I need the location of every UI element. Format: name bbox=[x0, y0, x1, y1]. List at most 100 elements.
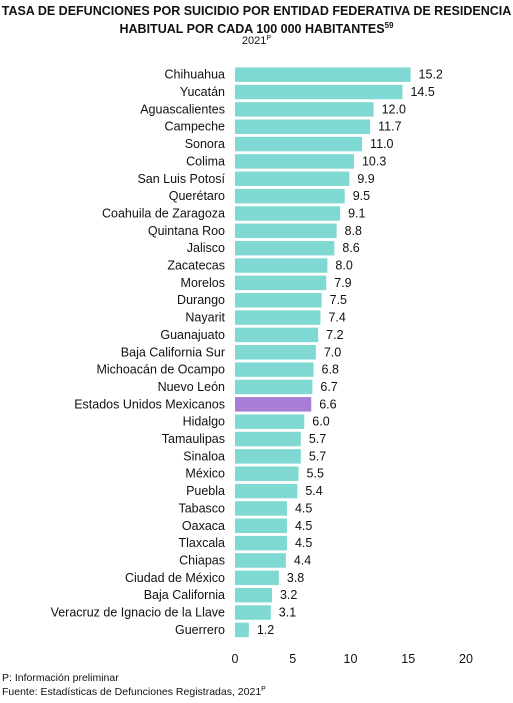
bar bbox=[235, 622, 249, 638]
data-label: 6.0 bbox=[312, 415, 329, 429]
data-label: 10.3 bbox=[362, 154, 386, 168]
bar bbox=[235, 570, 279, 586]
bar bbox=[235, 84, 403, 100]
category-label: Nuevo León bbox=[158, 380, 225, 394]
year-superscript: P bbox=[266, 35, 272, 42]
footnote-source-text: Fuente: Estadísticas de Defunciones Regi… bbox=[2, 686, 262, 698]
data-label: 7.9 bbox=[334, 276, 351, 290]
bar bbox=[235, 119, 371, 134]
bar bbox=[235, 379, 313, 395]
category-label: Baja California Sur bbox=[121, 345, 225, 359]
data-label: 6.8 bbox=[322, 363, 339, 377]
data-label: 5.5 bbox=[307, 467, 324, 481]
category-label: Ciudad de México bbox=[125, 571, 225, 585]
data-label: 6.7 bbox=[320, 380, 337, 394]
footnote-source-sup: P bbox=[261, 686, 266, 693]
chart-title-line2: habitual por cada 100 000 habitantes59 bbox=[0, 18, 513, 37]
chart-title-text: Tasa de defunciones por suicidio por ent… bbox=[1, 4, 512, 18]
bar bbox=[235, 605, 271, 620]
data-label: 9.9 bbox=[357, 172, 374, 186]
data-label: 5.4 bbox=[305, 484, 322, 498]
bar bbox=[235, 258, 328, 273]
bar bbox=[235, 136, 363, 152]
category-label: San Luis Potosí bbox=[137, 172, 225, 186]
category-label: Hidalgo bbox=[183, 415, 225, 429]
category-label: Aguascalientes bbox=[140, 102, 225, 116]
data-label: 8.6 bbox=[342, 241, 359, 255]
bar-national bbox=[235, 397, 312, 412]
category-label: Oaxaca bbox=[182, 519, 225, 533]
bar bbox=[235, 102, 374, 117]
category-label: Veracruz de Ignacio de la Llave bbox=[51, 606, 225, 620]
data-label: 9.5 bbox=[353, 189, 370, 203]
data-label: 11.0 bbox=[370, 137, 393, 151]
category-label: Campeche bbox=[165, 120, 225, 134]
category-label: Querétaro bbox=[169, 189, 225, 203]
chart-title-line1: Tasa de defunciones por suicidio por ent… bbox=[0, 3, 513, 19]
data-label: 4.5 bbox=[295, 519, 312, 533]
chart-title-text-2: habitual por cada 100 000 habitantes bbox=[119, 22, 385, 36]
data-label: 3.2 bbox=[280, 588, 297, 602]
bar bbox=[235, 553, 286, 568]
data-label: 12.0 bbox=[382, 102, 406, 116]
category-label: Tabasco bbox=[178, 501, 225, 515]
bar bbox=[235, 275, 327, 291]
x-tick-label: 0 bbox=[232, 652, 239, 666]
category-label: Guanajuato bbox=[160, 328, 225, 342]
bar bbox=[235, 310, 321, 325]
category-label: Chiapas bbox=[179, 553, 225, 567]
category-label: Sinaloa bbox=[183, 449, 225, 463]
bar bbox=[235, 483, 298, 499]
bar bbox=[235, 501, 287, 516]
category-label: Yucatán bbox=[180, 85, 225, 99]
data-label: 11.7 bbox=[378, 120, 401, 134]
bar bbox=[235, 535, 287, 551]
category-label: Baja California bbox=[144, 588, 225, 602]
bar bbox=[235, 345, 316, 360]
data-label: 4.5 bbox=[295, 501, 312, 515]
category-label: Tamaulipas bbox=[162, 432, 225, 446]
data-label: 7.2 bbox=[326, 328, 343, 342]
category-label: Michoacán de Ocampo bbox=[96, 363, 225, 377]
category-label: Colima bbox=[186, 154, 225, 168]
bar bbox=[235, 292, 322, 308]
bar bbox=[235, 587, 272, 603]
bar bbox=[235, 466, 299, 481]
chart-year: 2021 bbox=[241, 35, 267, 47]
x-tick-label: 5 bbox=[289, 652, 296, 666]
data-label: 4.4 bbox=[294, 553, 311, 567]
footnote-preliminary: P: Información preliminar bbox=[2, 672, 119, 684]
category-label: Nayarit bbox=[185, 311, 225, 325]
category-label: Zacatecas bbox=[167, 259, 225, 273]
bar bbox=[235, 240, 335, 256]
data-label: 5.7 bbox=[309, 449, 326, 463]
data-label: 1.2 bbox=[257, 623, 274, 637]
data-label: 7.4 bbox=[328, 311, 345, 325]
bar bbox=[235, 518, 287, 534]
bar bbox=[235, 154, 354, 169]
category-label: Morelos bbox=[181, 276, 225, 290]
category-label: Jalisco bbox=[187, 241, 225, 255]
x-tick-label: 15 bbox=[401, 652, 415, 666]
category-label: Sonora bbox=[185, 137, 225, 151]
data-label: 9.1 bbox=[348, 206, 365, 220]
category-label: Puebla bbox=[186, 484, 225, 498]
bar bbox=[235, 171, 350, 187]
data-label: 3.1 bbox=[279, 606, 296, 620]
category-label: México bbox=[185, 467, 225, 481]
category-label: Coahuila de Zaragoza bbox=[102, 206, 225, 220]
x-tick-label: 20 bbox=[459, 652, 473, 666]
title-footnote-ref: 59 bbox=[384, 21, 394, 30]
bar bbox=[235, 362, 314, 377]
data-label: 4.5 bbox=[295, 536, 312, 550]
bar bbox=[235, 188, 345, 204]
category-label: Tlaxcala bbox=[178, 536, 225, 550]
category-label: Estados Unidos Mexicanos bbox=[74, 397, 225, 411]
bar bbox=[235, 206, 341, 221]
data-label: 15.2 bbox=[419, 68, 443, 82]
data-label: 8.8 bbox=[345, 224, 362, 238]
data-label: 7.0 bbox=[324, 345, 341, 359]
bar bbox=[235, 414, 305, 429]
x-tick-label: 10 bbox=[344, 652, 358, 666]
